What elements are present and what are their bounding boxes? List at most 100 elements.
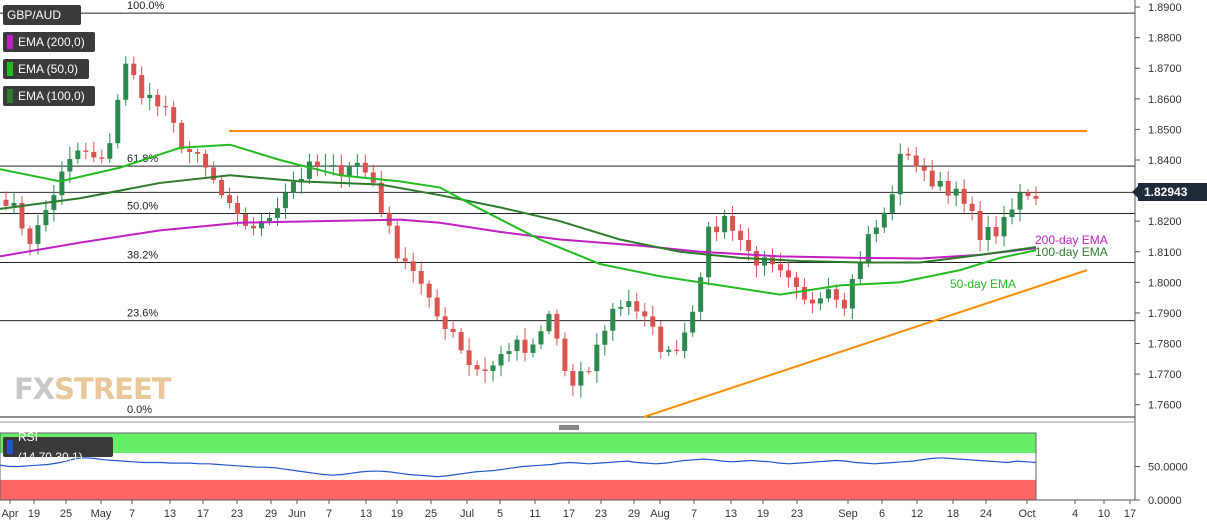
y-tick-label: 1.8900 — [1148, 2, 1182, 14]
candle-body — [801, 287, 807, 300]
rsi-swatch — [7, 440, 13, 454]
rsi-tick-label: 0.0000 — [1148, 495, 1182, 507]
candle-body — [905, 153, 911, 156]
candle-body — [99, 157, 105, 159]
candle-body — [179, 122, 185, 150]
candle-body — [171, 107, 177, 123]
y-axis: 1.89001.88001.87001.86001.85001.84001.83… — [1134, 0, 1182, 500]
candle-body — [474, 365, 480, 370]
candle-body — [889, 194, 895, 213]
candle-body — [793, 277, 799, 288]
x-tick-label: 19 — [757, 508, 769, 520]
candle-body — [426, 283, 432, 298]
legend-ema200[interactable]: EMA (200,0) — [3, 32, 95, 52]
candle-body — [282, 192, 288, 209]
candle-body — [211, 167, 217, 181]
candle-body — [3, 199, 9, 206]
ema50-swatch — [7, 62, 13, 76]
candle-body — [442, 316, 448, 329]
candle-body — [626, 301, 632, 307]
candle-body — [235, 203, 241, 215]
candle-body — [522, 339, 528, 353]
ema-annotation: 50-day EMA — [950, 277, 1016, 291]
candle-body — [785, 270, 791, 278]
rsi-label[interactable]: RSI (14,70,30,1) — [3, 430, 113, 464]
y-tick-label: 1.8600 — [1148, 94, 1182, 106]
y-tick-label: 1.8000 — [1148, 277, 1182, 289]
panel-resize-handle — [559, 425, 579, 430]
x-tick-label: 23 — [231, 508, 243, 520]
candle-body — [1033, 196, 1039, 199]
x-tick-label: 6 — [879, 508, 885, 520]
candle-body — [195, 152, 201, 154]
candle-body — [498, 354, 504, 366]
candle-body — [746, 239, 752, 252]
candle-body — [346, 166, 352, 176]
candle-body — [243, 214, 249, 226]
x-tick-label: 29 — [628, 508, 640, 520]
ema200-swatch — [7, 35, 13, 49]
candle-body — [19, 202, 25, 229]
candle-body — [530, 344, 536, 353]
candle-body — [1009, 209, 1015, 218]
x-tick-label: 13 — [360, 508, 372, 520]
candle-body — [586, 371, 592, 373]
candle-body — [841, 299, 847, 309]
x-tick-label: 7 — [691, 508, 697, 520]
y-tick-label: 1.7800 — [1148, 339, 1182, 351]
candle-body — [937, 180, 943, 187]
candle-body — [730, 215, 736, 231]
rsi-panel: 50.0000 0.0000 — [0, 421, 1188, 507]
candle-body — [594, 344, 600, 372]
ema100-label: EMA (100,0) — [18, 89, 85, 103]
legend-ema100[interactable]: EMA (100,0) — [3, 86, 95, 106]
candle-body — [1001, 217, 1007, 237]
y-tick-label: 1.8500 — [1148, 124, 1182, 136]
rsi-label-text: RSI (14,70,30,1) — [17, 430, 83, 464]
ema-lines — [0, 143, 1037, 296]
candle-body — [777, 264, 783, 271]
y-tick-label: 1.7600 — [1148, 400, 1182, 412]
candle-body — [370, 172, 376, 183]
ema50-line — [0, 143, 1037, 296]
y-tick-label: 1.7700 — [1148, 369, 1182, 381]
legend-ema50[interactable]: EMA (50,0) — [3, 59, 89, 79]
candle-body — [322, 165, 328, 167]
x-tick-label: 19 — [28, 508, 40, 520]
x-tick-label: 10 — [1098, 508, 1110, 520]
fibonacci-levels: 100.0%61.8%50.0%38.2%23.6%0.0% — [0, 0, 1135, 418]
candle-body — [969, 203, 975, 212]
x-tick-label: Aug — [650, 508, 670, 520]
current-price-badge: 1.82943 — [1132, 183, 1207, 201]
candle-body — [354, 162, 360, 167]
x-tick-label: May — [91, 508, 112, 520]
candle-body — [27, 228, 33, 244]
candle-body — [123, 63, 129, 100]
candle-body — [897, 153, 903, 195]
candle-body — [163, 106, 169, 108]
candle-body — [570, 371, 576, 386]
y-tick-label: 1.7900 — [1148, 308, 1182, 320]
watermark-fx: FX — [14, 372, 55, 406]
x-tick-label: 7 — [129, 508, 135, 520]
fib-label: 100.0% — [127, 0, 165, 12]
candle-body — [450, 328, 456, 333]
x-tick-label: 19 — [391, 508, 403, 520]
fib-label: 38.2% — [127, 249, 158, 261]
rsi-oversold-zone — [0, 479, 1036, 500]
symbol-label[interactable]: GBP/AUD — [3, 5, 81, 25]
fib-label: 23.6% — [127, 308, 158, 320]
x-axis: Apr 19 25 May 7 13 17 23 29 Jun 7 13 19 25 Jul 5 11 17 23 2… — [0, 499, 1136, 520]
candle-body — [290, 182, 296, 193]
candle-body — [682, 332, 688, 351]
candle-body — [115, 99, 121, 144]
candle-body — [714, 226, 720, 233]
candle-body — [865, 234, 871, 263]
candle-body — [187, 149, 193, 153]
candle-body — [538, 331, 544, 345]
candle-body — [554, 313, 560, 339]
candle-body — [977, 211, 983, 240]
x-tick-label: 11 — [529, 508, 540, 520]
rsi-line — [0, 457, 1037, 478]
candle-body — [83, 150, 89, 152]
